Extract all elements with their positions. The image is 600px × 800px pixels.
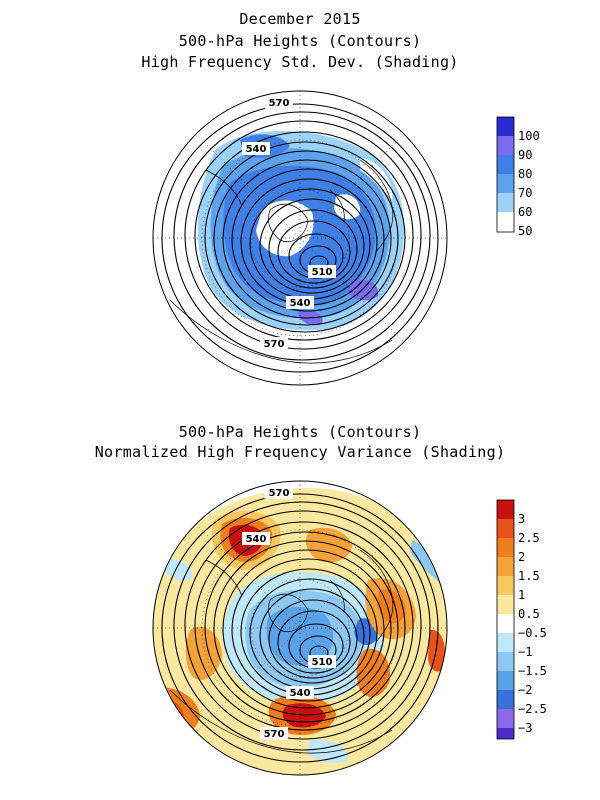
top-contour-label-510: 510 [312,267,333,278]
top-contour-labels: 570 540 510 540 570 [242,96,336,350]
bottom-contour-label-540-north: 540 [246,534,267,545]
bottom-contour-labels: 570 540 510 540 570 [242,486,336,740]
top-polar-map: 570 540 510 540 570 [152,90,448,386]
top-graticule [153,91,447,385]
top-colorbar-label-60: 60 [518,205,532,219]
bottom-contour-label-540-south: 540 [290,688,311,699]
bottom-colorbar-label-2-5: 2.5 [518,531,540,545]
bottom-variance-shading [153,487,447,775]
top-colorbar: 100 90 80 70 60 50 [496,116,540,238]
bottom-title-line-2: Normalized High Frequency Variance (Shad… [94,443,506,461]
bottom-colorbar-label-3: 3 [518,512,525,526]
top-colorbar-label-90: 90 [518,148,532,162]
top-colorbar-label-50: 50 [518,224,532,238]
top-colorbar-label-70: 70 [518,186,532,200]
bottom-graticule [153,481,447,775]
bottom-colorbar-label-neg-2: −2 [518,683,532,697]
top-contour-label-570-north: 570 [269,98,290,109]
top-contour-label-570-south: 570 [264,339,285,350]
top-colorbar-label-100: 100 [518,129,540,143]
top-colorbar-label-80: 80 [518,167,532,181]
bottom-colorbar: 3 2.5 2 1.5 1 0.5 −0.5 −1 −1.5 −2 −2.5 −… [496,499,547,740]
top-title-line-1: December 2015 [239,10,361,28]
bottom-colorbar-label-1: 1 [518,588,525,602]
top-title-line-2: 500-hPa Heights (Contours) [178,32,422,50]
top-contour-label-540-south: 540 [290,298,311,309]
bottom-contour-label-570-north: 570 [269,488,290,499]
bottom-colorbar-label-neg-1-5: −1.5 [518,664,547,678]
bottom-colorbar-label-2: 2 [518,550,525,564]
bottom-polar-map: 570 540 510 540 570 [152,480,448,776]
bottom-colorbar-label-1-5: 1.5 [518,569,540,583]
bottom-colorbar-label-neg-2-5: −2.5 [518,702,547,716]
bottom-colorbar-label-neg-0-5: −0.5 [518,626,547,640]
bottom-colorbar-label-neg-1: −1 [518,645,532,659]
top-title-line-3: High Frequency Std. Dev. (Shading) [141,53,459,71]
bottom-colorbar-label-neg-3: −3 [518,721,532,735]
bottom-contour-label-570-south: 570 [264,729,285,740]
top-contour-label-540-north: 540 [246,144,267,155]
bottom-contour-label-510: 510 [312,657,333,668]
bottom-title-line-1: 500-hPa Heights (Contours) [178,423,422,441]
bottom-colorbar-label-0-5: 0.5 [518,607,540,621]
top-coastlines [169,159,394,364]
